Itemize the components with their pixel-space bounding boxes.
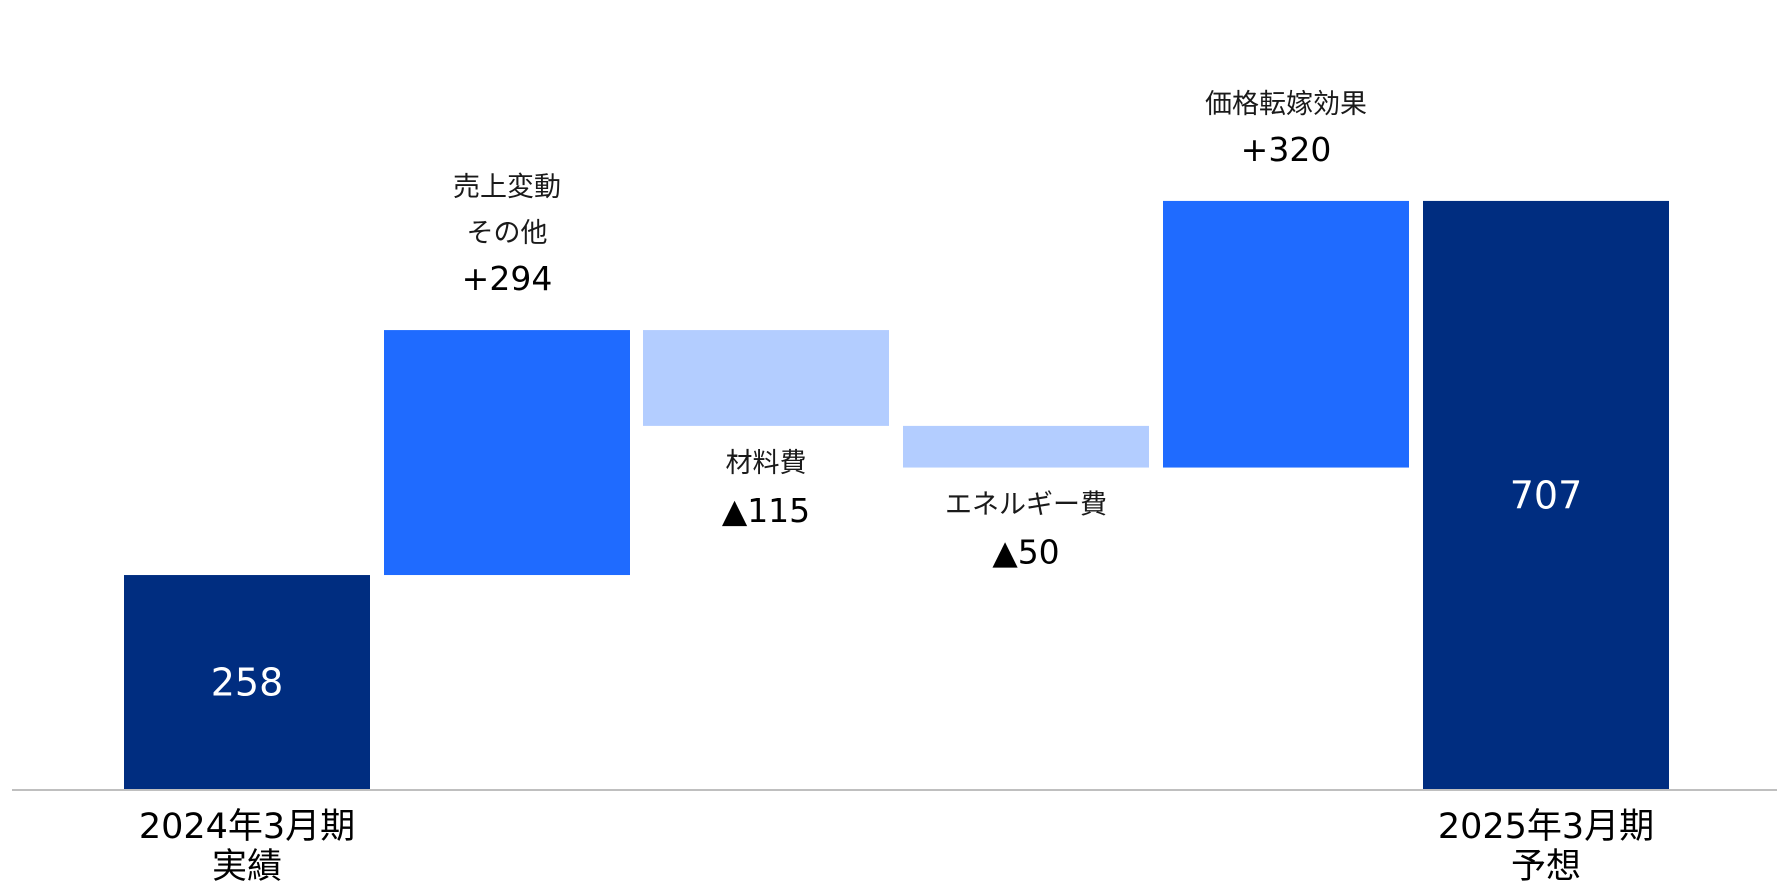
bar-value-label-1: +294 <box>462 259 553 298</box>
bar-value-label-0: 258 <box>211 661 284 705</box>
waterfall-bar-5 <box>1423 200 1669 790</box>
bars-layer <box>124 200 1669 790</box>
bar-value-label-3: ▲50 <box>992 533 1059 572</box>
step-name-label-1-1: その他 <box>467 218 548 249</box>
waterfall-bar-2 <box>643 330 889 426</box>
waterfall-bar-3 <box>903 425 1149 468</box>
x-axis-label-5-1: 予想 <box>1511 847 1581 887</box>
x-axis-label-0-0: 2024年3月期 <box>139 807 355 847</box>
bar-value-label-4: +320 <box>1241 130 1332 169</box>
waterfall-bar-0 <box>124 575 370 790</box>
waterfall-bar-4 <box>1163 200 1409 468</box>
bar-value-label-2: ▲115 <box>722 491 810 530</box>
x-axis-label-0-1: 実績 <box>212 847 282 887</box>
x-axis-label-5-0: 2025年3月期 <box>1438 807 1654 847</box>
step-name-label-1-0: 売上変動 <box>453 172 561 203</box>
step-name-label-3-0: エネルギー費 <box>945 490 1107 521</box>
step-name-label-4-0: 価格転嫁効果 <box>1205 89 1367 120</box>
bar-value-label-5: 707 <box>1510 473 1583 517</box>
step-name-label-2-0: 材料費 <box>726 448 807 479</box>
waterfall-bar-1 <box>384 330 630 576</box>
